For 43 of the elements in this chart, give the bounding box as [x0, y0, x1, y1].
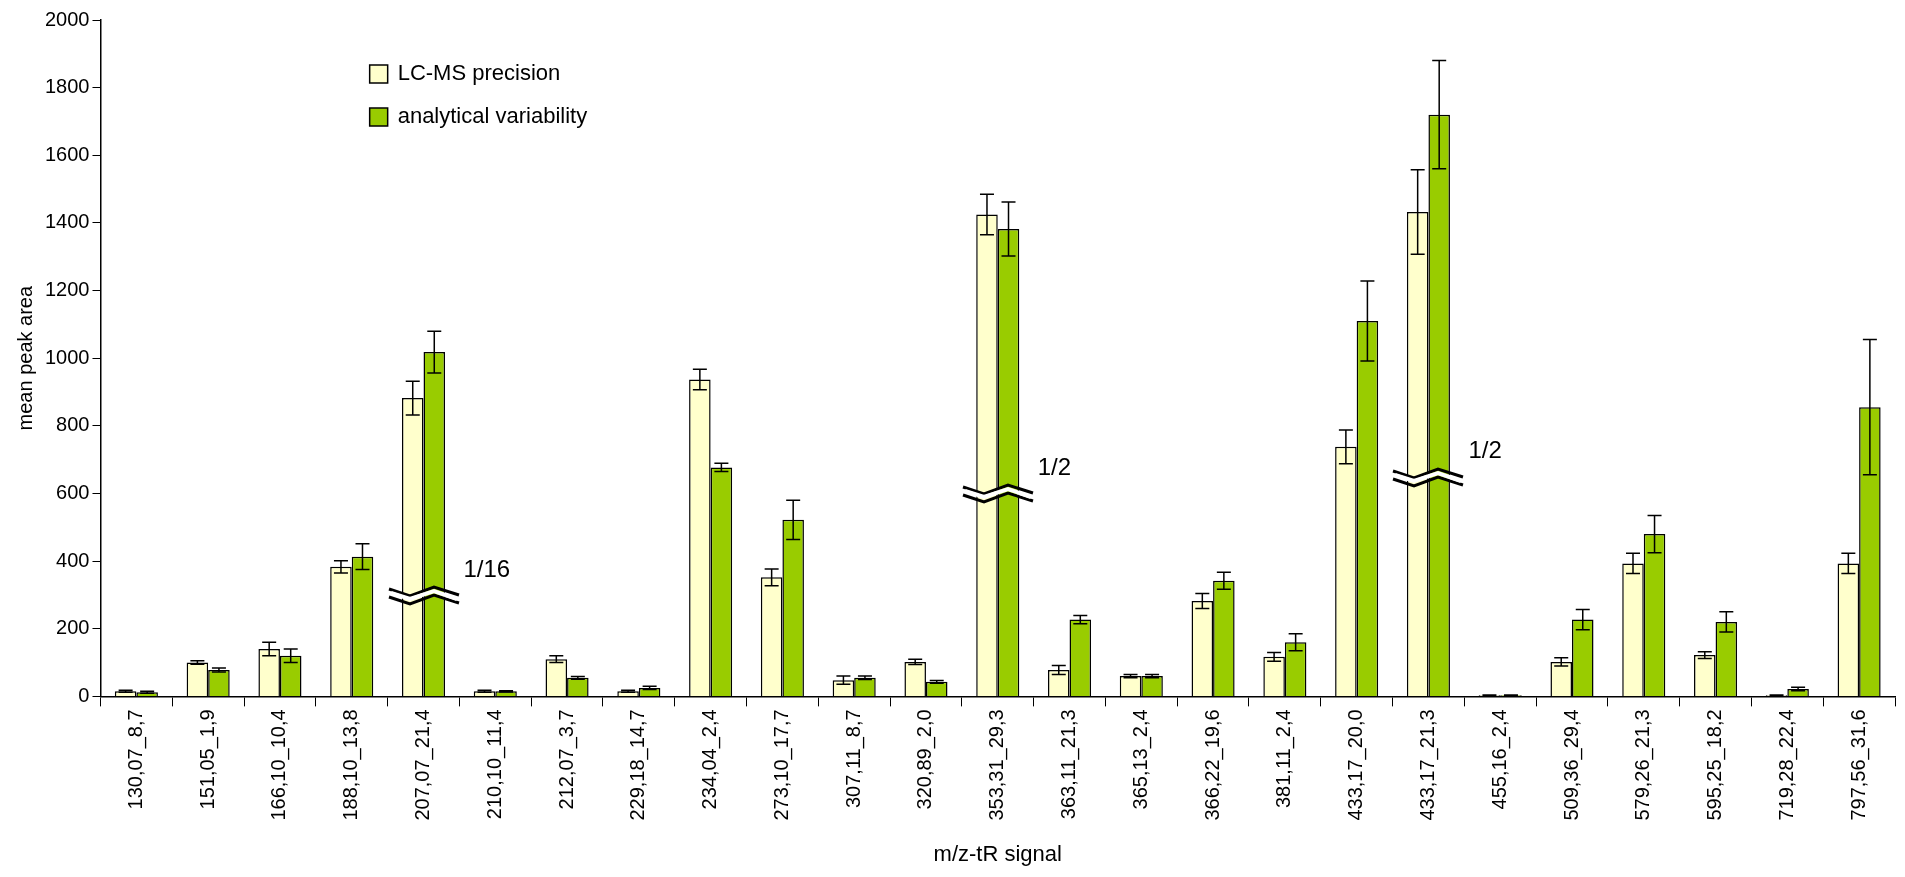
x-tick-label: 353,31_29,3	[985, 709, 1009, 821]
x-tick-label: 307,11_8,7	[841, 709, 865, 808]
y-tick-label: 1000	[44, 345, 90, 368]
y-tick-label: 400	[56, 548, 90, 571]
x-tick-label: 509,36_29,4	[1559, 709, 1583, 821]
x-tick-label: 433,17_20,0	[1344, 709, 1368, 821]
y-axis-title: mean peak area	[13, 285, 36, 431]
x-tick-label: 579,26_21,3	[1631, 709, 1655, 821]
y-tick-label: 2000	[44, 7, 90, 30]
x-tick-label: 207,07_21,4	[411, 709, 435, 821]
x-tick-label: 188,10_13,8	[339, 709, 363, 821]
legend-label: LC-MS precision	[397, 60, 561, 86]
annotation: 1/16	[463, 554, 511, 582]
y-tick-label: 1800	[44, 75, 90, 98]
x-tick-label: 381,11_2,4	[1272, 709, 1296, 808]
x-tick-label: 234,04_2,4	[698, 709, 722, 810]
x-tick-label: 797,56_31,6	[1846, 709, 1870, 821]
annotation: 1/2	[1468, 436, 1502, 464]
x-tick-label: 212,07_3,7	[554, 709, 578, 810]
y-tick-label: 1400	[44, 210, 90, 233]
annotation: 1/2	[1037, 453, 1072, 481]
x-tick-label: 595,25_18,2	[1703, 709, 1727, 821]
x-tick-label: 363,11_21,3	[1057, 709, 1081, 820]
y-tick-label: 0	[78, 683, 90, 706]
x-tick-label: 273,10_17,7	[769, 709, 793, 821]
x-tick-label: 366,22_19,6	[1200, 709, 1224, 821]
x-tick-label: 210,10_11,4	[482, 709, 506, 820]
y-tick-label: 200	[56, 616, 90, 639]
x-tick-label: 130,07_8,7	[123, 709, 147, 810]
y-tick-label: 1600	[44, 142, 90, 165]
x-tick-label: 320,89_2,0	[913, 709, 937, 810]
x-tick-label: 455,16_2,4	[1487, 709, 1511, 810]
y-tick-label: 1200	[44, 278, 90, 301]
x-tick-label: 365,13_2,4	[1128, 709, 1152, 810]
y-tick-label: 600	[56, 480, 90, 503]
legend-label: analytical variability	[397, 103, 588, 129]
x-tick-label: 719,28_22,4	[1774, 709, 1798, 821]
x-axis-title: m/z-tR signal	[933, 840, 1062, 866]
x-tick-label: 229,18_14,7	[626, 709, 650, 821]
x-tick-label: 151,05_1,9	[195, 709, 219, 810]
x-tick-label: 166,10_10,4	[267, 709, 291, 821]
y-tick-label: 800	[56, 413, 90, 436]
x-tick-label: 433,17_21,3	[1415, 709, 1439, 821]
